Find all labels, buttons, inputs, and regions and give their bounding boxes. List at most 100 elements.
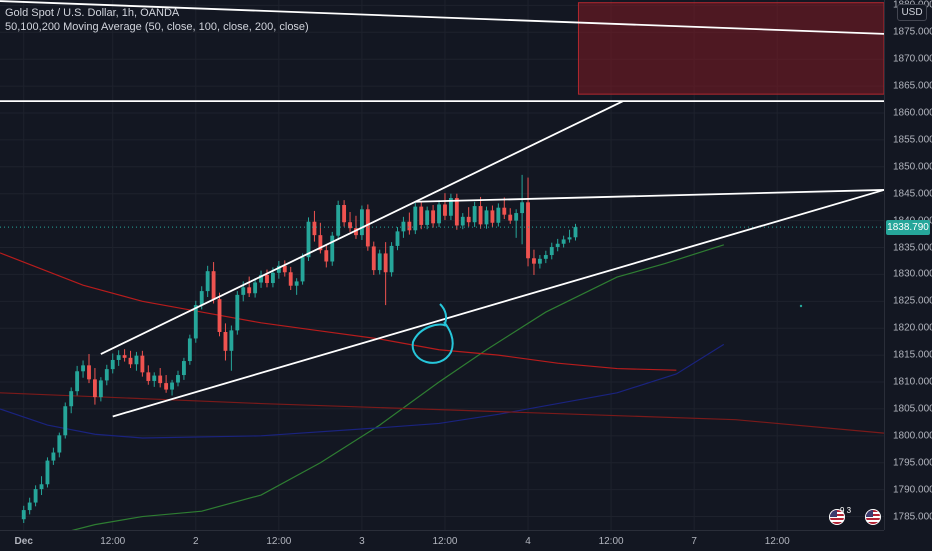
- y-tick-label: 1805.000: [893, 403, 932, 415]
- trendline-drawings[interactable]: [0, 0, 885, 418]
- candle-body: [425, 210, 430, 225]
- ma-indicator-label[interactable]: 50,100,200 Moving Average (50, close, 10…: [5, 21, 309, 33]
- candle-body: [63, 406, 68, 436]
- y-tick-label: 1870.000: [893, 53, 932, 65]
- annotation-tick: [439, 303, 448, 327]
- candle-body: [247, 287, 252, 294]
- candle-body: [241, 287, 246, 295]
- candle-body: [413, 206, 418, 231]
- candle-body: [146, 372, 151, 381]
- candle-body: [128, 357, 133, 365]
- x-tick-label: 3: [359, 536, 365, 547]
- x-tick-label: 12:00: [432, 536, 458, 547]
- resistance-zone-box: [577, 2, 885, 95]
- candle-body: [318, 235, 323, 251]
- candle-body: [193, 305, 198, 339]
- candle-body: [229, 330, 234, 351]
- candle-body: [389, 245, 394, 273]
- y-tick-label: 1835.000: [893, 242, 932, 253]
- event-count-badge: 9 3: [840, 506, 852, 515]
- candle-body: [520, 202, 525, 214]
- candle-body: [342, 205, 347, 223]
- candle-body: [288, 272, 293, 286]
- candle-body: [478, 206, 483, 225]
- x-tick-label: 7: [691, 536, 697, 547]
- time-axis[interactable]: Dec 12:00 2 12:00 3 12:00 4 12:00 7 12:00: [0, 530, 884, 551]
- y-tick-label: 1825.000: [893, 295, 932, 307]
- y-tick-label: 1830.000: [893, 268, 932, 280]
- candle-body: [259, 274, 263, 283]
- moving-averages: [0, 244, 885, 550]
- candle-body: [437, 204, 441, 224]
- candle-body: [573, 227, 578, 238]
- y-tick-label: 1850.000: [893, 161, 932, 173]
- candle-body: [306, 221, 311, 258]
- candle-body: [152, 375, 157, 381]
- x-tick-label: 12:00: [100, 536, 126, 547]
- y-tick-label: 1790.000: [893, 484, 932, 496]
- y-tick-label: 1815.000: [893, 349, 932, 361]
- candle-body: [27, 502, 32, 511]
- candle-body: [75, 371, 80, 392]
- ma-line-1: [0, 244, 724, 550]
- candle-body: [324, 250, 329, 262]
- candle-body: [312, 221, 317, 236]
- channel-upper-line: [100, 100, 624, 355]
- flat-top-line: [415, 189, 885, 203]
- candle-body: [92, 379, 97, 398]
- candle-body: [448, 198, 453, 216]
- candle-body: [348, 222, 352, 229]
- y-tick-label: 1795.000: [893, 457, 932, 469]
- candle-body: [57, 435, 62, 453]
- candle-body: [81, 365, 85, 372]
- candle-body: [460, 216, 465, 226]
- candle-body: [211, 271, 216, 300]
- y-tick-label: 1820.000: [893, 322, 932, 334]
- candle-body: [359, 209, 364, 236]
- x-tick-label: 4: [525, 536, 531, 547]
- us-flag-event-icon-2[interactable]: [865, 509, 881, 525]
- candle-body: [164, 383, 169, 390]
- candle-body: [98, 380, 103, 398]
- channel-lower-line: [112, 189, 885, 418]
- candle-body: [158, 375, 163, 384]
- currency-button[interactable]: USD: [897, 4, 927, 21]
- resistance-zone: [577, 2, 885, 95]
- candle-body: [270, 272, 275, 284]
- candle-body: [549, 246, 554, 256]
- x-tick-label: 2: [193, 536, 199, 547]
- candle-body: [116, 355, 121, 360]
- candle-body: [484, 210, 489, 225]
- price-axis[interactable]: 1785.000 1790.000 1795.000 1800.000 1805.000…: [884, 0, 932, 530]
- us-flag-event-icon[interactable]: [829, 509, 845, 525]
- candle-body: [276, 265, 281, 273]
- candle-body: [330, 235, 335, 262]
- candle-body: [419, 206, 424, 225]
- chart-legend: Gold Spot / U.S. Dollar, 1h, OANDA 50,10…: [5, 6, 309, 34]
- candle-body: [567, 237, 572, 240]
- candle-body: [51, 452, 56, 461]
- candle-body: [466, 216, 471, 223]
- x-tick-label: Dec: [14, 536, 33, 547]
- candle-body: [134, 355, 139, 365]
- candle-body: [490, 210, 495, 223]
- candle-body: [365, 209, 370, 247]
- x-tick-label: 12:00: [598, 536, 624, 547]
- candle-body: [223, 331, 228, 351]
- candle-body: [395, 231, 400, 246]
- candle-body: [176, 375, 180, 383]
- candle-body: [140, 355, 145, 373]
- candle-body: [39, 484, 44, 490]
- candle-body: [502, 207, 507, 215]
- annotation-circle: [411, 321, 454, 364]
- candle-body: [199, 291, 204, 306]
- candle-body: [69, 391, 74, 407]
- candle-body: [454, 198, 459, 226]
- y-tick-label: 1785.000: [893, 511, 932, 523]
- x-tick-label: 12:00: [266, 536, 292, 547]
- y-tick-label: 1875.000: [893, 26, 932, 38]
- y-tick-label: 1865.000: [893, 80, 932, 92]
- candle-body: [555, 243, 560, 247]
- candle-body: [431, 210, 436, 224]
